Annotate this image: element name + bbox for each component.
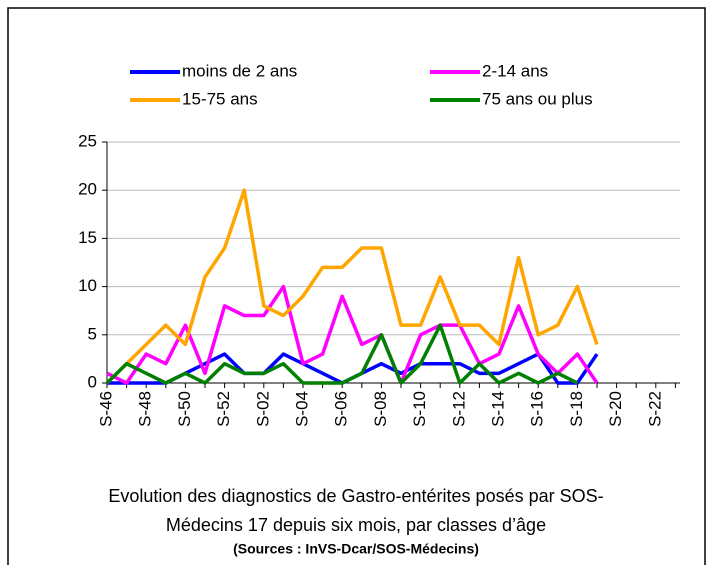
legend-label: moins de 2 ans — [182, 61, 297, 80]
x-tick-label: S-52 — [214, 391, 233, 427]
legend-label: 15-75 ans — [182, 89, 258, 108]
x-tick-label: S-18 — [567, 391, 586, 427]
x-tick-label: S-14 — [488, 391, 507, 427]
frame — [7, 7, 706, 565]
y-tick-label: 25 — [78, 131, 97, 150]
x-tick-label: S-48 — [136, 391, 155, 427]
y-tick-label: 0 — [88, 372, 97, 391]
series-line — [105, 188, 599, 385]
y-tick-label: 5 — [88, 324, 97, 343]
x-tick-label: S-46 — [96, 391, 115, 427]
series-line — [105, 323, 579, 385]
x-tick-label: S-12 — [449, 391, 468, 427]
x-tick-label: S-50 — [175, 391, 194, 427]
y-tick-label: 15 — [78, 228, 97, 247]
x-tick-label: S-04 — [292, 391, 311, 427]
x-tick-label: S-16 — [528, 391, 547, 427]
legend-label: 2-14 ans — [482, 61, 548, 80]
x-tick-label: S-22 — [645, 391, 664, 427]
source: (Sources : InVS-Dcar/SOS-Médecins) — [233, 541, 479, 557]
x-tick-label: S-20 — [606, 391, 625, 427]
y-tick-label: 20 — [78, 180, 97, 199]
y-tick-label: 10 — [78, 276, 97, 295]
caption: Evolution des diagnostics de Gastro-enté… — [108, 486, 603, 506]
caption: Médecins 17 depuis six mois, par classes… — [166, 515, 546, 535]
x-tick-label: S-08 — [371, 391, 390, 427]
x-tick-label: S-10 — [410, 391, 429, 427]
x-tick-label: S-02 — [253, 391, 272, 427]
legend-label: 75 ans ou plus — [482, 89, 593, 108]
x-tick-label: S-06 — [332, 391, 351, 427]
